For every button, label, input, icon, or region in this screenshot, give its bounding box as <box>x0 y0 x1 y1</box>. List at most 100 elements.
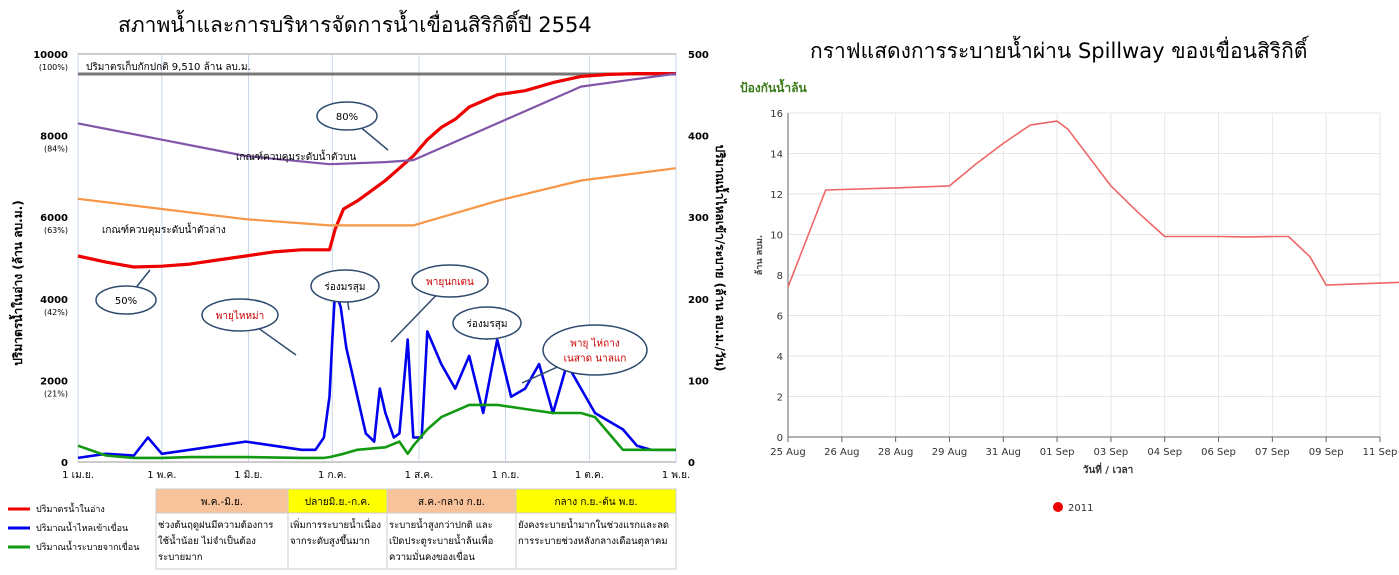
callout-text: เนสาด นาลแก <box>564 354 627 365</box>
x-tick-label: 01 Sep <box>1040 447 1075 458</box>
right-chart-title: กราฟแสดงการระบายน้ำผ่าน Spillway ของเขื่… <box>810 39 1308 63</box>
x-tick-label: 09 Sep <box>1309 447 1344 458</box>
callout-bubble <box>452 306 522 340</box>
x-tick-label: 1 มิ.ย. <box>234 470 262 481</box>
y-right-tick-label: 300 <box>688 213 709 224</box>
outflow-line <box>77 403 676 460</box>
left-chart-panel: สภาพน้ำและการบริหารจัดการน้ำเขื่อนสิริกิ… <box>8 13 730 570</box>
y-right-axis-label: ปริมาณน้ำไหลเข้า/ระบาย (ล้าน ลบ.ม./วัน) <box>713 145 730 372</box>
table-body-text: ใช้น้ำน้อย ไม่จำเป็นต้อง <box>158 534 256 547</box>
callout-text: ร่องมรสุม <box>467 319 508 330</box>
y-tick-label: 14 <box>770 150 783 161</box>
lower-rule-label: เกณฑ์ควบคุมระดับน้ำตัวล่าง <box>102 222 226 236</box>
table-header-text: กลาง ก.ย.-ต้น พ.ย. <box>554 496 637 508</box>
y-left-tick-percent: (100%) <box>39 63 68 72</box>
callout-text: พายุ ไห่ถาง <box>570 338 620 350</box>
storage-line <box>77 71 676 269</box>
x-tick-label: 03 Sep <box>1094 447 1129 458</box>
table-body-cell <box>386 512 517 570</box>
x-tick-label: 1 ก.ค. <box>318 470 347 481</box>
x-tick-label: 04 Sep <box>1147 447 1182 458</box>
callout-bubble <box>95 285 157 315</box>
callout-bubble <box>411 264 489 298</box>
y-tick-label: 12 <box>770 190 783 201</box>
callout-storm-haima: พายุไหหม่า <box>201 298 297 356</box>
table-header-text: ปลายมิ.ย.-ก.ค. <box>305 497 370 508</box>
y-left-tick-label: 2000 <box>40 376 68 387</box>
y-left-tick-percent: (84%) <box>44 145 68 154</box>
legend-label: ปริมาตรน้ำในอ่าง <box>36 502 105 515</box>
x-tick-label: 29 Aug <box>932 447 967 458</box>
x-tick-label: 11 Sep <box>1363 447 1398 458</box>
x-tick-label: 28 Aug <box>878 447 913 458</box>
table-header-text: พ.ค.-มิ.ย. <box>201 497 243 508</box>
callout-monsoon-2: ร่องมรสุม <box>452 306 522 340</box>
x-tick-label: 25 Aug <box>770 447 805 458</box>
y-tick-label: 6 <box>777 312 783 323</box>
spillway-line <box>787 120 1399 288</box>
table-header-cell <box>515 488 677 514</box>
table-body-text: ความมั่นคงของเขื่อน <box>389 550 475 563</box>
callout-monsoon-1: ร่องมรสุม <box>310 269 380 311</box>
x-axis-label: วันที่ / เวลา <box>1083 462 1133 476</box>
x-tick-label: 1 เม.ย. <box>62 470 94 481</box>
y-left-tick-percent: (21%) <box>44 389 68 398</box>
lower-rule-curve <box>77 167 677 227</box>
table-body-text: การระบายช่วงหลังกลางเดือนตุลาคม <box>518 536 668 547</box>
y-tick-label: 8 <box>777 271 783 282</box>
callout-text: 80% <box>336 112 358 123</box>
x-tick-label: 06 Sep <box>1201 447 1236 458</box>
x-tick-label: 1 ต.ค. <box>575 470 604 481</box>
x-tick-label: 1 พ.ค. <box>147 470 176 481</box>
spillway-chart: ป้องกันน้ำล้น 0 2 4 6 8 10 12 14 16 25 Aug 26 Aug 28… <box>740 78 1399 514</box>
legend-label: 2011 <box>1068 503 1093 514</box>
reservoir-chart: 1 เม.ย. 1 พ.ค. 1 มิ.ย. 1 ก.ค. 1 ส.ค. 1 ก.ย. 1 … <box>8 50 730 570</box>
y-axis-label: ล้าน ลบม. <box>754 235 765 275</box>
callout-bubble <box>310 269 380 303</box>
callout-storm-nockten: พายุนกเตน <box>390 264 489 343</box>
y-right-tick-label: 500 <box>688 50 709 61</box>
y-left-tick-label: 10000 <box>33 50 68 61</box>
table-body-text: จากระดับสูงขึ้นมาก <box>290 534 370 547</box>
capacity-label: ปริมาตรเก็บกักปกติ 9,510 ล้าน ลบ.ม. <box>86 59 251 73</box>
table-body-text: เปิดประตูระบายน้ำล้นเพื่อ <box>389 534 493 547</box>
y-left-tick-label: 0 <box>61 458 68 469</box>
y-right-tick-label: 0 <box>688 458 695 469</box>
upper-rule-curve <box>77 72 677 166</box>
upper-rule-label: เกณฑ์ควบคุมระดับน้ำตัวบน <box>236 149 356 163</box>
callout-bubble <box>316 101 378 131</box>
chart-subtitle: ป้องกันน้ำล้น <box>740 78 807 95</box>
table-body-text: ช่วงต้นฤดูฝนมีความต้องการ <box>158 519 273 531</box>
legend-swatch <box>1053 502 1063 512</box>
table-body-cell <box>287 512 388 570</box>
table-body-text: เพิ่มการระบายน้ำเนื่อง <box>290 518 381 531</box>
table-header-cell <box>287 488 388 514</box>
x-tick-label: 1 ก.ย. <box>492 470 520 481</box>
legend-label: ปริมาณน้ำไหลเข้าเขื่อน <box>36 521 128 534</box>
table-body-text: ยังคงระบายน้ำมากในช่วงแรกและลด <box>518 518 669 531</box>
callout-text: พายุนกเตน <box>426 277 474 288</box>
table-body-cell <box>155 512 289 570</box>
x-tick-label: 26 Aug <box>824 447 859 458</box>
y-tick-label: 10 <box>770 231 783 242</box>
y-tick-label: 2 <box>777 393 783 404</box>
y-left-tick-label: 6000 <box>40 213 68 224</box>
callout-bubble <box>201 298 279 332</box>
y-tick-label: 0 <box>777 433 783 444</box>
plot-area <box>77 53 677 463</box>
table-header-cell <box>386 488 517 514</box>
callout-text: ร่องมรสุม <box>325 282 366 293</box>
x-tick-label: 1 พ.ย. <box>662 470 690 481</box>
table-body-text: ระบายน้ำสูงกว่าปกติ และ <box>389 518 493 531</box>
legend-label: ปริมาณน้ำระบายจากเขื่อน <box>36 540 139 553</box>
y-left-axis-label: ปริมาตรน้ำในอ่าง (ล้าน ลบ.ม.) <box>8 200 25 365</box>
x-tick-label: 31 Aug <box>986 447 1021 458</box>
x-tick-label: 07 Sep <box>1255 447 1290 458</box>
callout-50pct: 50% <box>95 269 157 315</box>
table-header-text: ส.ค.-กลาง ก.ย. <box>418 497 485 508</box>
table-body-text: ระบายมาก <box>158 552 203 563</box>
callout-text: 50% <box>115 296 137 307</box>
left-chart-title: สภาพน้ำและการบริหารจัดการน้ำเขื่อนสิริกิ… <box>118 13 592 37</box>
y-left-tick-label: 8000 <box>40 132 68 143</box>
